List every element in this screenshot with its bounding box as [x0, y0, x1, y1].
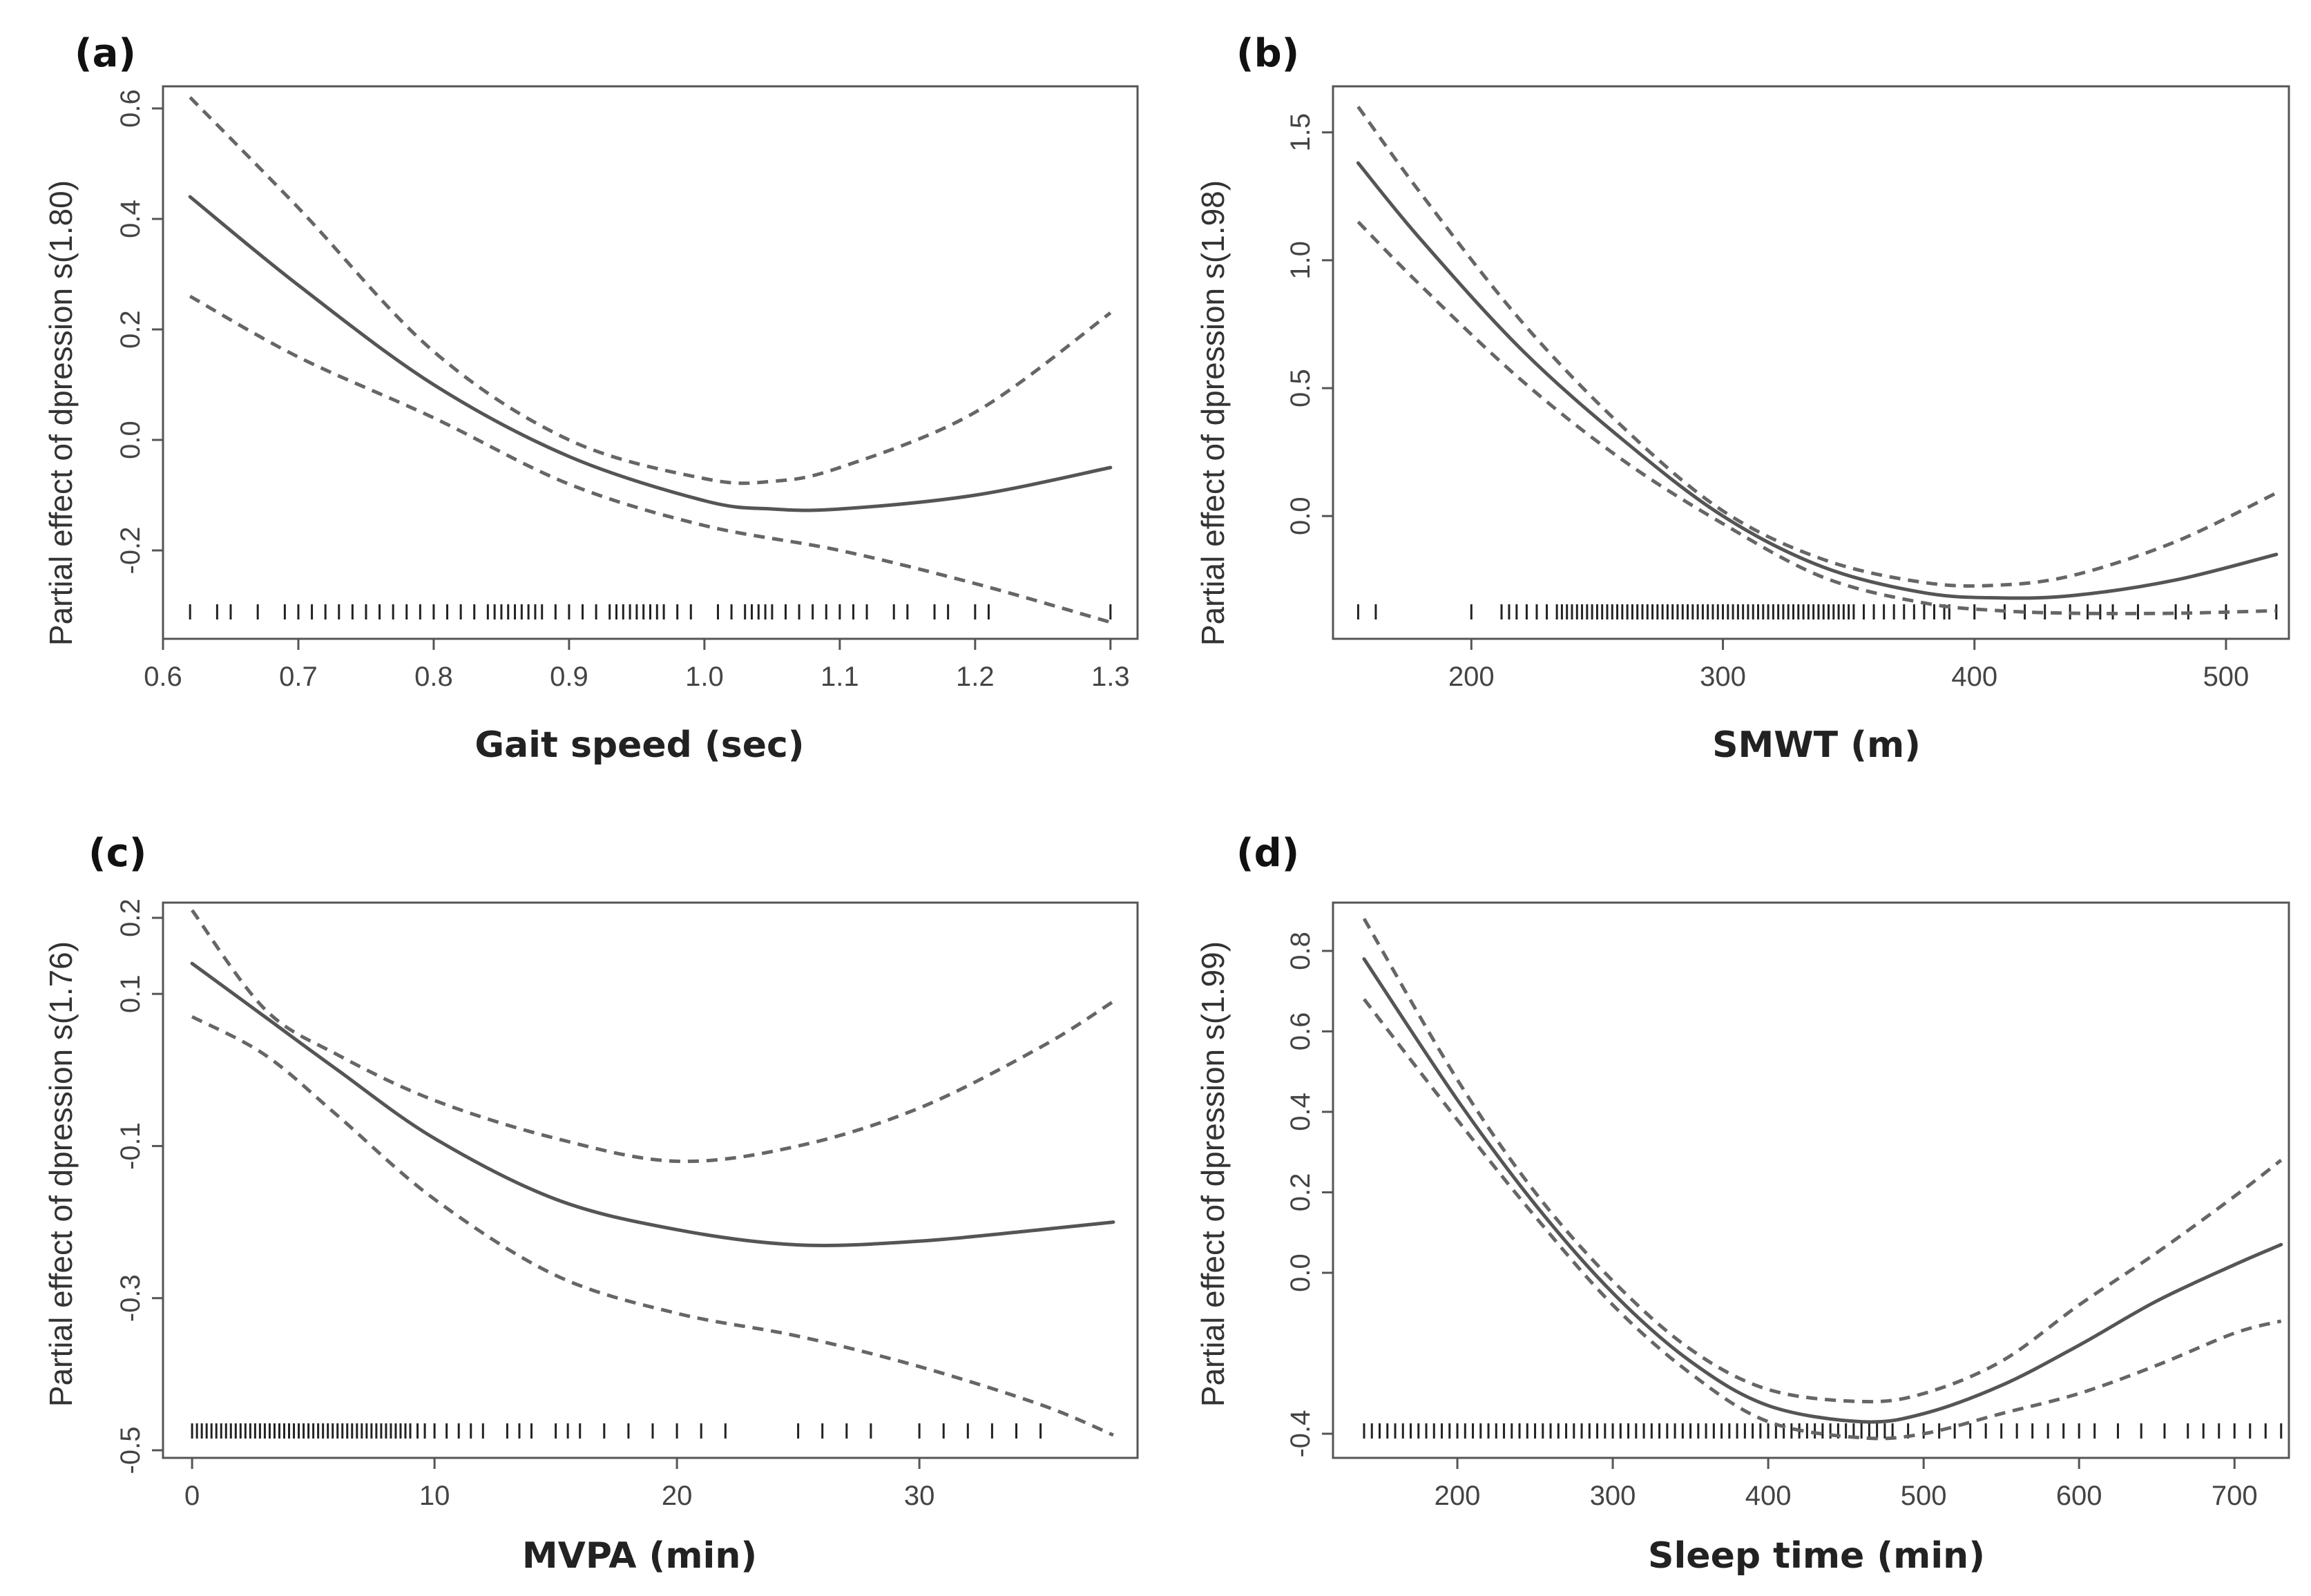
y-tick-label-a-3: 0.4	[115, 200, 146, 238]
y-tick-label-b-1: 0.5	[1285, 369, 1316, 407]
x-axis-d: 200 300 400 500 600 700	[1435, 1458, 2258, 1511]
y-tick-label-a-1: 0.0	[115, 421, 146, 459]
y-axis-title-b: Partial effect of dpression s(1.98)	[1195, 180, 1231, 646]
series-fit-b	[1356, 161, 2279, 600]
curves-b	[1356, 106, 2279, 615]
panel-b: (b) Partial effect of dpression s(1.98) …	[1195, 31, 2290, 766]
y-tick-label-d-4: 0.6	[1285, 1012, 1316, 1051]
y-tick-label-d-2: 0.2	[1285, 1173, 1316, 1212]
y-tick-label-a-4: 0.6	[115, 89, 146, 128]
y-axis-title-a: Partial effect of dpression s(1.80)	[43, 180, 79, 646]
panel-label-b: (b)	[1236, 31, 1299, 76]
x-tick-label-c-0: 0	[184, 1481, 200, 1511]
curves-c	[190, 909, 1115, 1437]
series-lower-a	[189, 294, 1111, 624]
plot-frame-d	[1332, 901, 2290, 1459]
curves-d	[1362, 918, 2283, 1441]
plot-frame-a	[162, 85, 1139, 640]
y-tick-label-c-1: -0.3	[115, 1274, 146, 1322]
series-upper-d	[1362, 918, 2283, 1404]
x-tick-label-d-0: 200	[1435, 1481, 1481, 1511]
series-upper-c	[191, 909, 1115, 1164]
x-tick-label-a-6: 1.2	[956, 662, 995, 692]
x-tick-label-a-0: 0.6	[144, 662, 182, 692]
panel-label-a: (a)	[75, 31, 136, 76]
rug-d	[1363, 1423, 2283, 1439]
series-lower-d	[1363, 998, 2282, 1441]
x-tick-label-c-1: 10	[419, 1481, 450, 1511]
y-tick-label-a-2: 0.2	[115, 310, 146, 349]
panel-label-d: (d)	[1236, 831, 1299, 876]
x-tick-label-a-1: 0.7	[279, 662, 318, 692]
x-tick-label-a-4: 1.0	[685, 662, 724, 692]
y-axis-title-c: Partial effect of dpression s(1.76)	[43, 941, 79, 1407]
x-tick-label-b-1: 300	[1700, 662, 1746, 692]
y-tick-label-b-2: 1.0	[1285, 241, 1316, 280]
x-axis-title-a: Gait speed (sec)	[474, 724, 804, 766]
rug-c	[191, 1423, 1042, 1439]
y-tick-label-c-3: 0.1	[115, 974, 146, 1013]
panel-d: (d) Partial effect of dpression s(1.99) …	[1195, 831, 2290, 1577]
curves-a	[188, 96, 1113, 624]
x-tick-label-b-2: 400	[1951, 662, 1997, 692]
y-tick-label-b-3: 1.5	[1285, 113, 1316, 152]
y-tick-label-d-3: 0.4	[1285, 1093, 1316, 1131]
y-tick-label-b-0: 0.0	[1285, 497, 1316, 535]
series-upper-b	[1356, 106, 2277, 588]
y-tick-label-c-4: 0.2	[115, 898, 146, 937]
x-tick-label-d-4: 600	[2056, 1481, 2102, 1511]
x-axis-c: 0 10 20 30	[184, 1458, 934, 1511]
series-fit-c	[190, 961, 1115, 1247]
y-tick-label-d-5: 0.8	[1285, 932, 1316, 970]
y-axis-title-d: Partial effect of dpression s(1.99)	[1195, 941, 1231, 1407]
series-lower-b	[1356, 220, 2276, 615]
series-fit-d	[1362, 957, 2283, 1424]
series-lower-c	[191, 1015, 1114, 1437]
x-tick-label-c-3: 30	[904, 1481, 935, 1511]
x-axis-a: 0.6 0.7 0.8 0.9 1.0 1.1 1.2 1.3	[144, 639, 1130, 692]
y-axis-d: -0.4 0.0 0.2 0.4 0.6 0.8	[1285, 932, 1333, 1458]
panel-c: (c) Partial effect of dpression s(1.76) …	[43, 831, 1139, 1577]
y-tick-label-d-0: -0.4	[1285, 1410, 1316, 1458]
x-axis-title-c: MVPA (min)	[522, 1535, 757, 1577]
x-tick-label-b-0: 200	[1448, 662, 1495, 692]
plot-frame-b	[1332, 85, 2290, 640]
y-tick-label-d-1: 0.0	[1285, 1253, 1316, 1292]
x-tick-label-a-3: 0.9	[550, 662, 588, 692]
series-upper-a	[189, 96, 1112, 485]
x-tick-label-d-3: 500	[1901, 1481, 1947, 1511]
x-axis-title-b: SMWT (m)	[1712, 724, 1921, 766]
y-axis-c: -0.5 -0.3 -0.1 0.1 0.2	[115, 898, 163, 1474]
x-axis-b: 200 300 400 500	[1448, 639, 2249, 692]
y-tick-label-c-0: -0.5	[115, 1427, 146, 1474]
x-tick-label-d-5: 700	[2212, 1481, 2258, 1511]
x-tick-label-d-2: 400	[1745, 1481, 1792, 1511]
y-axis-a: -0.2 0.0 0.2 0.4 0.6	[115, 89, 163, 574]
plot-frame-c	[162, 901, 1139, 1459]
panel-label-c: (c)	[88, 831, 146, 876]
x-tick-label-c-2: 20	[662, 1481, 693, 1511]
panel-a: (a) Partial effect of dpression s(1.80) …	[43, 31, 1139, 766]
x-tick-label-a-7: 1.3	[1091, 662, 1130, 692]
x-axis-title-d: Sleep time (min)	[1648, 1535, 1985, 1577]
x-tick-label-a-5: 1.1	[821, 662, 859, 692]
rug-a	[189, 604, 1112, 619]
y-tick-label-c-2: -0.1	[115, 1122, 146, 1170]
series-fit-a	[188, 195, 1113, 512]
y-axis-b: 0.0 0.5 1.0 1.5	[1285, 113, 1333, 535]
x-tick-label-a-2: 0.8	[414, 662, 453, 692]
y-tick-label-a-0: -0.2	[115, 527, 146, 575]
x-tick-label-d-1: 300	[1590, 1481, 1636, 1511]
x-tick-label-b-3: 500	[2203, 662, 2250, 692]
